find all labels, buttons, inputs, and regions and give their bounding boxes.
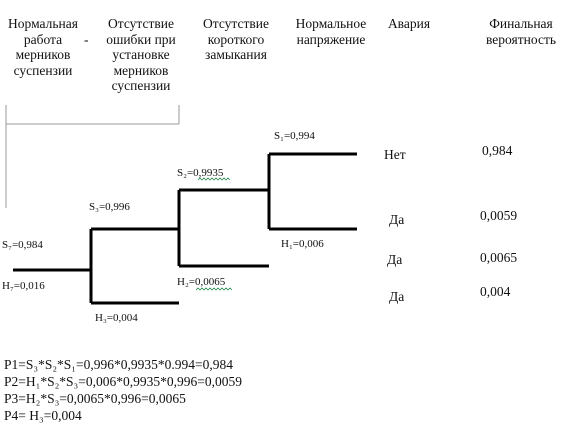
s2-label: S₂=0,9935 xyxy=(177,167,224,179)
header-accident: Авария xyxy=(384,16,434,32)
h1-label: H₁=0,006 xyxy=(281,238,324,250)
formula-p3: P3=H₂*S₃=0,0065*0,996=0,0065 xyxy=(4,391,186,406)
header-line: замыкания xyxy=(205,47,267,62)
header-line: Авария xyxy=(387,16,431,31)
final-probability-value: 0,0059 xyxy=(480,208,518,223)
header-line: установке xyxy=(112,47,170,62)
header-line: Отсутствие xyxy=(108,16,174,31)
header-line: короткого xyxy=(207,31,265,47)
h-root-label: H₇=0,016 xyxy=(2,280,45,292)
grey-bracket xyxy=(5,105,180,208)
header-line: суспензии xyxy=(13,62,73,78)
header-line: работа xyxy=(23,31,63,47)
header-line: Нормальная xyxy=(8,16,78,31)
header-line: Финальная xyxy=(489,16,553,31)
header-normal-voltage: Нормальное напряжение xyxy=(286,16,376,47)
header-installation-error: Отсутствие ошибки при установке мерников… xyxy=(97,16,185,94)
s3-label: S₃=0,996 xyxy=(89,201,130,213)
header-dash: - xyxy=(84,32,89,47)
header-final-probability: Финальная вероятность xyxy=(476,16,566,47)
header-line: Нормальное xyxy=(295,16,367,31)
h2-label: H₂=0,0065 xyxy=(177,276,226,288)
final-probability-value: 0,0065 xyxy=(480,250,518,265)
header-line: Отсутствие xyxy=(203,16,269,31)
accident-label: Нет xyxy=(384,147,406,162)
final-probability-value: 0,984 xyxy=(482,143,513,158)
formula-p1: P1=S₃*S₂*S₁=0,996*0,9935*0.994=0,984 xyxy=(4,357,233,372)
header-line: суспензии xyxy=(111,78,171,93)
h3-label: H₃=0,004 xyxy=(95,312,138,324)
spellcheck-underline xyxy=(195,177,233,291)
header-line: ошибки при xyxy=(106,31,176,47)
header-suspension-meters: Нормальная работа мерников суспензии xyxy=(4,16,82,78)
s1-label: S₁=0,994 xyxy=(274,130,315,142)
final-probability-value: 0,004 xyxy=(480,284,511,299)
formula-p2: P2=H₁*S₂*S₃=0,006*0,9935*0,996=0,0059 xyxy=(4,374,242,389)
header-line: мерников xyxy=(15,47,71,62)
s-root-label: S₇=0,984 xyxy=(2,239,43,251)
header-line: мерников xyxy=(113,62,169,78)
header-line: вероятность xyxy=(486,31,556,47)
header-line: напряжение xyxy=(296,31,366,47)
accident-label: Да xyxy=(387,252,403,267)
accident-label: Да xyxy=(389,289,405,304)
header-short-circuit: Отсутствие короткого замыкания xyxy=(196,16,276,63)
tree-lines xyxy=(13,152,357,305)
formula-p4: P4= H₃=0,004 xyxy=(4,408,82,423)
accident-label: Да xyxy=(389,212,405,227)
